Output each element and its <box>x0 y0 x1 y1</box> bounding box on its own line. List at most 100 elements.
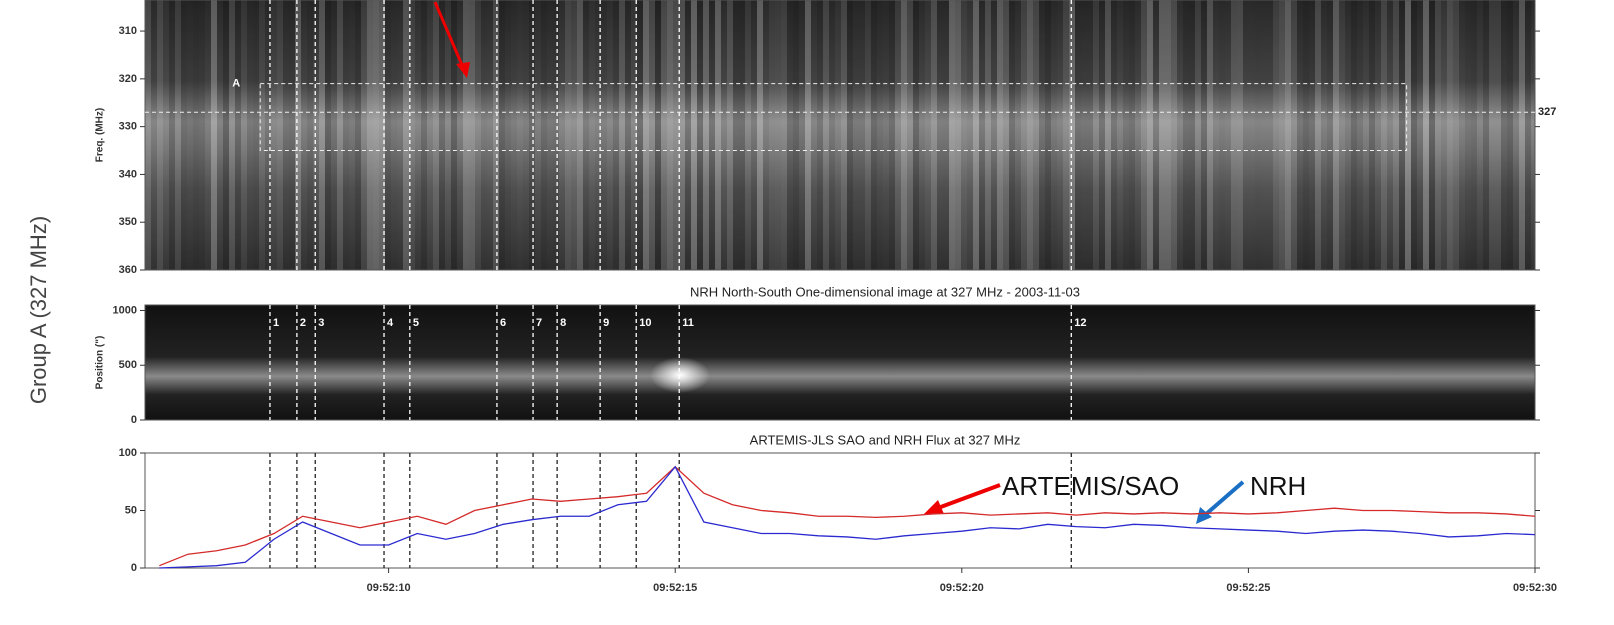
texture <box>1087 0 1093 270</box>
texture <box>1411 0 1417 270</box>
texture <box>1429 0 1435 270</box>
texture <box>1141 0 1147 270</box>
texture <box>949 0 955 270</box>
texture <box>349 0 355 270</box>
texture <box>499 0 505 270</box>
texture <box>691 0 697 270</box>
texture <box>1015 0 1021 270</box>
texture <box>523 0 529 270</box>
texture <box>307 0 313 270</box>
series-label: NRH <box>1250 471 1306 501</box>
texture <box>385 0 391 270</box>
texture <box>1219 0 1225 270</box>
x-tick-label: 09:52:25 <box>1226 582 1270 594</box>
texture <box>1243 0 1249 270</box>
y-tick-label: 500 <box>119 359 137 371</box>
texture <box>775 0 781 270</box>
texture <box>673 0 679 270</box>
texture <box>151 0 157 270</box>
texture <box>1249 0 1255 270</box>
texture <box>475 0 481 270</box>
texture <box>1471 0 1477 270</box>
texture <box>1315 0 1321 270</box>
texture <box>427 0 433 270</box>
texture <box>805 0 811 270</box>
texture <box>733 0 739 270</box>
texture <box>841 0 847 270</box>
region-box <box>259 83 1408 152</box>
texture <box>1297 0 1303 270</box>
texture <box>943 0 949 270</box>
texture <box>883 0 889 270</box>
y-tick-label: 50 <box>125 504 137 516</box>
texture <box>451 0 457 270</box>
texture <box>853 0 859 270</box>
texture <box>637 0 643 270</box>
texture <box>163 0 169 270</box>
region-label: A <box>232 78 240 90</box>
panel-title: NRH North-South One-dimensional image at… <box>690 284 1080 299</box>
texture <box>961 0 967 270</box>
texture <box>1489 0 1495 270</box>
texture <box>1135 0 1141 270</box>
texture <box>361 0 367 270</box>
y-tick-label: 320 <box>119 73 137 85</box>
texture <box>1405 0 1411 270</box>
series-label: ARTEMIS/SAO <box>1002 471 1179 501</box>
texture <box>697 0 703 270</box>
spectrum-bg <box>145 0 1535 270</box>
texture <box>1231 0 1237 270</box>
texture <box>757 0 763 270</box>
texture <box>517 0 523 270</box>
texture <box>829 0 835 270</box>
texture <box>1045 0 1051 270</box>
texture <box>571 0 577 270</box>
event-label: 9 <box>603 317 609 329</box>
texture <box>1267 0 1273 270</box>
event-label: 2 <box>300 317 306 329</box>
texture <box>1069 0 1075 270</box>
texture <box>469 0 475 270</box>
texture <box>661 0 667 270</box>
event-label: 8 <box>560 317 566 329</box>
texture <box>343 0 349 270</box>
texture <box>535 0 541 270</box>
texture <box>1009 0 1015 270</box>
texture <box>199 0 205 270</box>
texture <box>421 0 427 270</box>
texture <box>781 0 787 270</box>
texture <box>403 0 409 270</box>
texture <box>1417 0 1423 270</box>
texture <box>1441 0 1447 270</box>
y-tick-label: 330 <box>119 121 137 133</box>
texture <box>1345 0 1351 270</box>
event-label: 1 <box>273 317 279 329</box>
texture <box>1393 0 1399 270</box>
event-label: 11 <box>682 317 694 329</box>
event-label: 12 <box>1074 317 1086 329</box>
image-bg <box>145 305 1535 420</box>
texture <box>1465 0 1471 270</box>
arrow-head <box>1196 507 1212 524</box>
texture <box>1303 0 1309 270</box>
texture <box>1093 0 1099 270</box>
texture <box>229 0 235 270</box>
texture <box>685 0 691 270</box>
event-label: 10 <box>639 317 651 329</box>
texture <box>409 0 415 270</box>
texture <box>625 0 631 270</box>
x-tick-label: 09:52:15 <box>653 582 697 594</box>
texture <box>511 0 517 270</box>
texture <box>889 0 895 270</box>
texture <box>1099 0 1105 270</box>
texture <box>763 0 769 270</box>
texture <box>799 0 805 270</box>
texture <box>955 0 961 270</box>
texture <box>325 0 331 270</box>
texture <box>967 0 973 270</box>
texture <box>211 0 217 270</box>
texture <box>193 0 199 270</box>
y-tick-label: 350 <box>119 216 137 228</box>
texture <box>1063 0 1069 270</box>
